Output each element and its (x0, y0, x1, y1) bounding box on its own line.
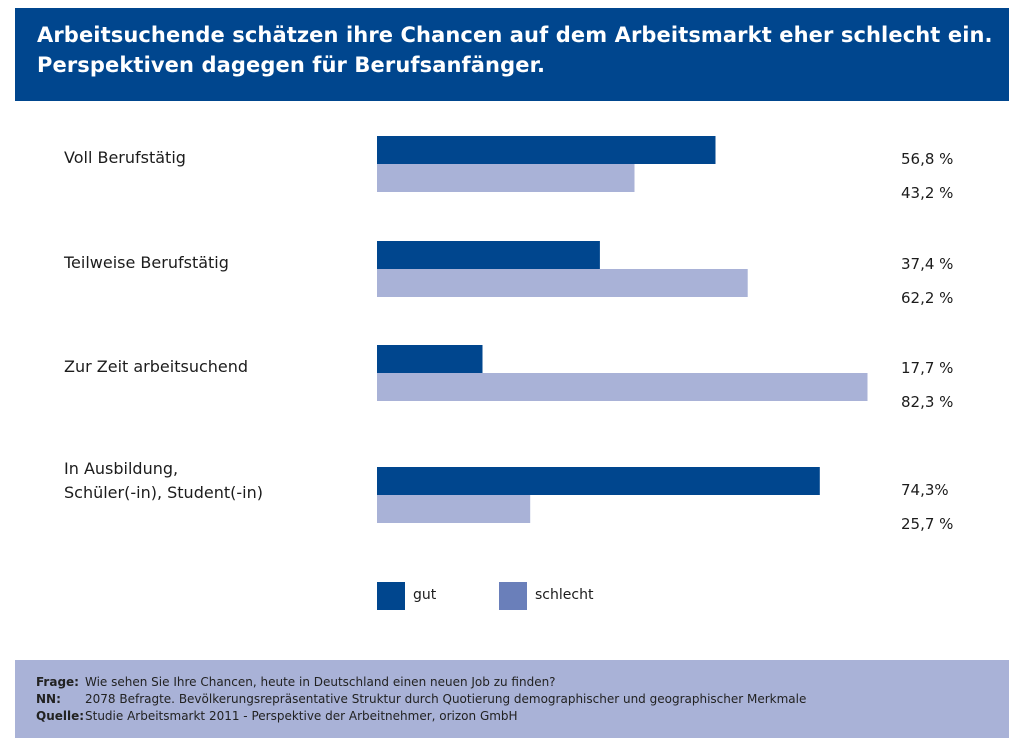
bar-gut (377, 136, 716, 164)
category-label-line: Voll Berufstätig (64, 148, 186, 167)
category-label: Teilweise Berufstätig (64, 251, 229, 275)
value-label-gut: 56,8 % (901, 150, 954, 168)
footer-row-nn: NN: 2078 Befragte. Bevölkerungsrepräsenta… (36, 691, 1009, 708)
value-label-gut: 17,7 % (901, 359, 954, 377)
bar-gut (377, 345, 483, 373)
value-label-schlecht: 25,7 % (901, 515, 954, 533)
footer-key: NN: (36, 692, 61, 706)
bar-schlecht (377, 373, 868, 401)
value-label-gut: 74,3% (901, 481, 949, 499)
category-label: In Ausbildung, Schüler(-in), Student(-in) (64, 457, 263, 505)
footer-text: 2078 Befragte. Bevölkerungsrepräsentativ… (85, 692, 807, 706)
footer-text: Studie Arbeitsmarkt 2011 - Perspektive d… (85, 709, 518, 723)
chart-title-line-1: Arbeitsuchende schätzen ihre Chancen auf… (37, 23, 993, 47)
legend-label-gut: gut (413, 587, 437, 603)
chart-title-line-2: Perspektiven dagegen für Berufsanfänger. (37, 53, 546, 77)
footer-key: Quelle: (36, 709, 85, 723)
value-label-gut: 37,4 % (901, 255, 954, 273)
bar-schlecht (377, 495, 531, 523)
footer-text: Wie sehen Sie Ihre Chancen, heute in Deu… (85, 675, 556, 689)
category-label: Zur Zeit arbeitsuchend (64, 355, 248, 379)
chart-header: Arbeitsuchende schätzen ihre Chancen auf… (15, 8, 1009, 101)
value-label-schlecht: 82,3 % (901, 393, 954, 411)
category-label-line: Schüler(-in), Student(-in) (64, 483, 263, 502)
value-label-schlecht: 62,2 % (901, 289, 954, 307)
bar-gut (377, 467, 820, 495)
footer-notes: Frage: Wie sehen Sie Ihre Chancen, heute … (15, 660, 1009, 738)
value-label-schlecht: 43,2 % (901, 184, 954, 202)
legend-label-schlecht: schlecht (535, 587, 594, 603)
legend-swatch-schlecht (499, 582, 527, 610)
bar-gut (377, 241, 600, 269)
bar-schlecht (377, 164, 635, 192)
footer-row-quelle: Quelle:Studie Arbeitsmarkt 2011 - Perspe… (36, 708, 1009, 725)
footer-key: Frage: (36, 675, 79, 689)
footer-row-frage: Frage: Wie sehen Sie Ihre Chancen, heute … (36, 674, 1009, 691)
category-label-line: In Ausbildung, (64, 459, 179, 478)
category-label: Voll Berufstätig (64, 146, 186, 170)
bar-schlecht (377, 269, 748, 297)
category-label-line: Zur Zeit arbeitsuchend (64, 357, 249, 376)
legend-swatch-gut (377, 582, 405, 610)
category-label-line: Teilweise Berufstätig (64, 253, 229, 272)
